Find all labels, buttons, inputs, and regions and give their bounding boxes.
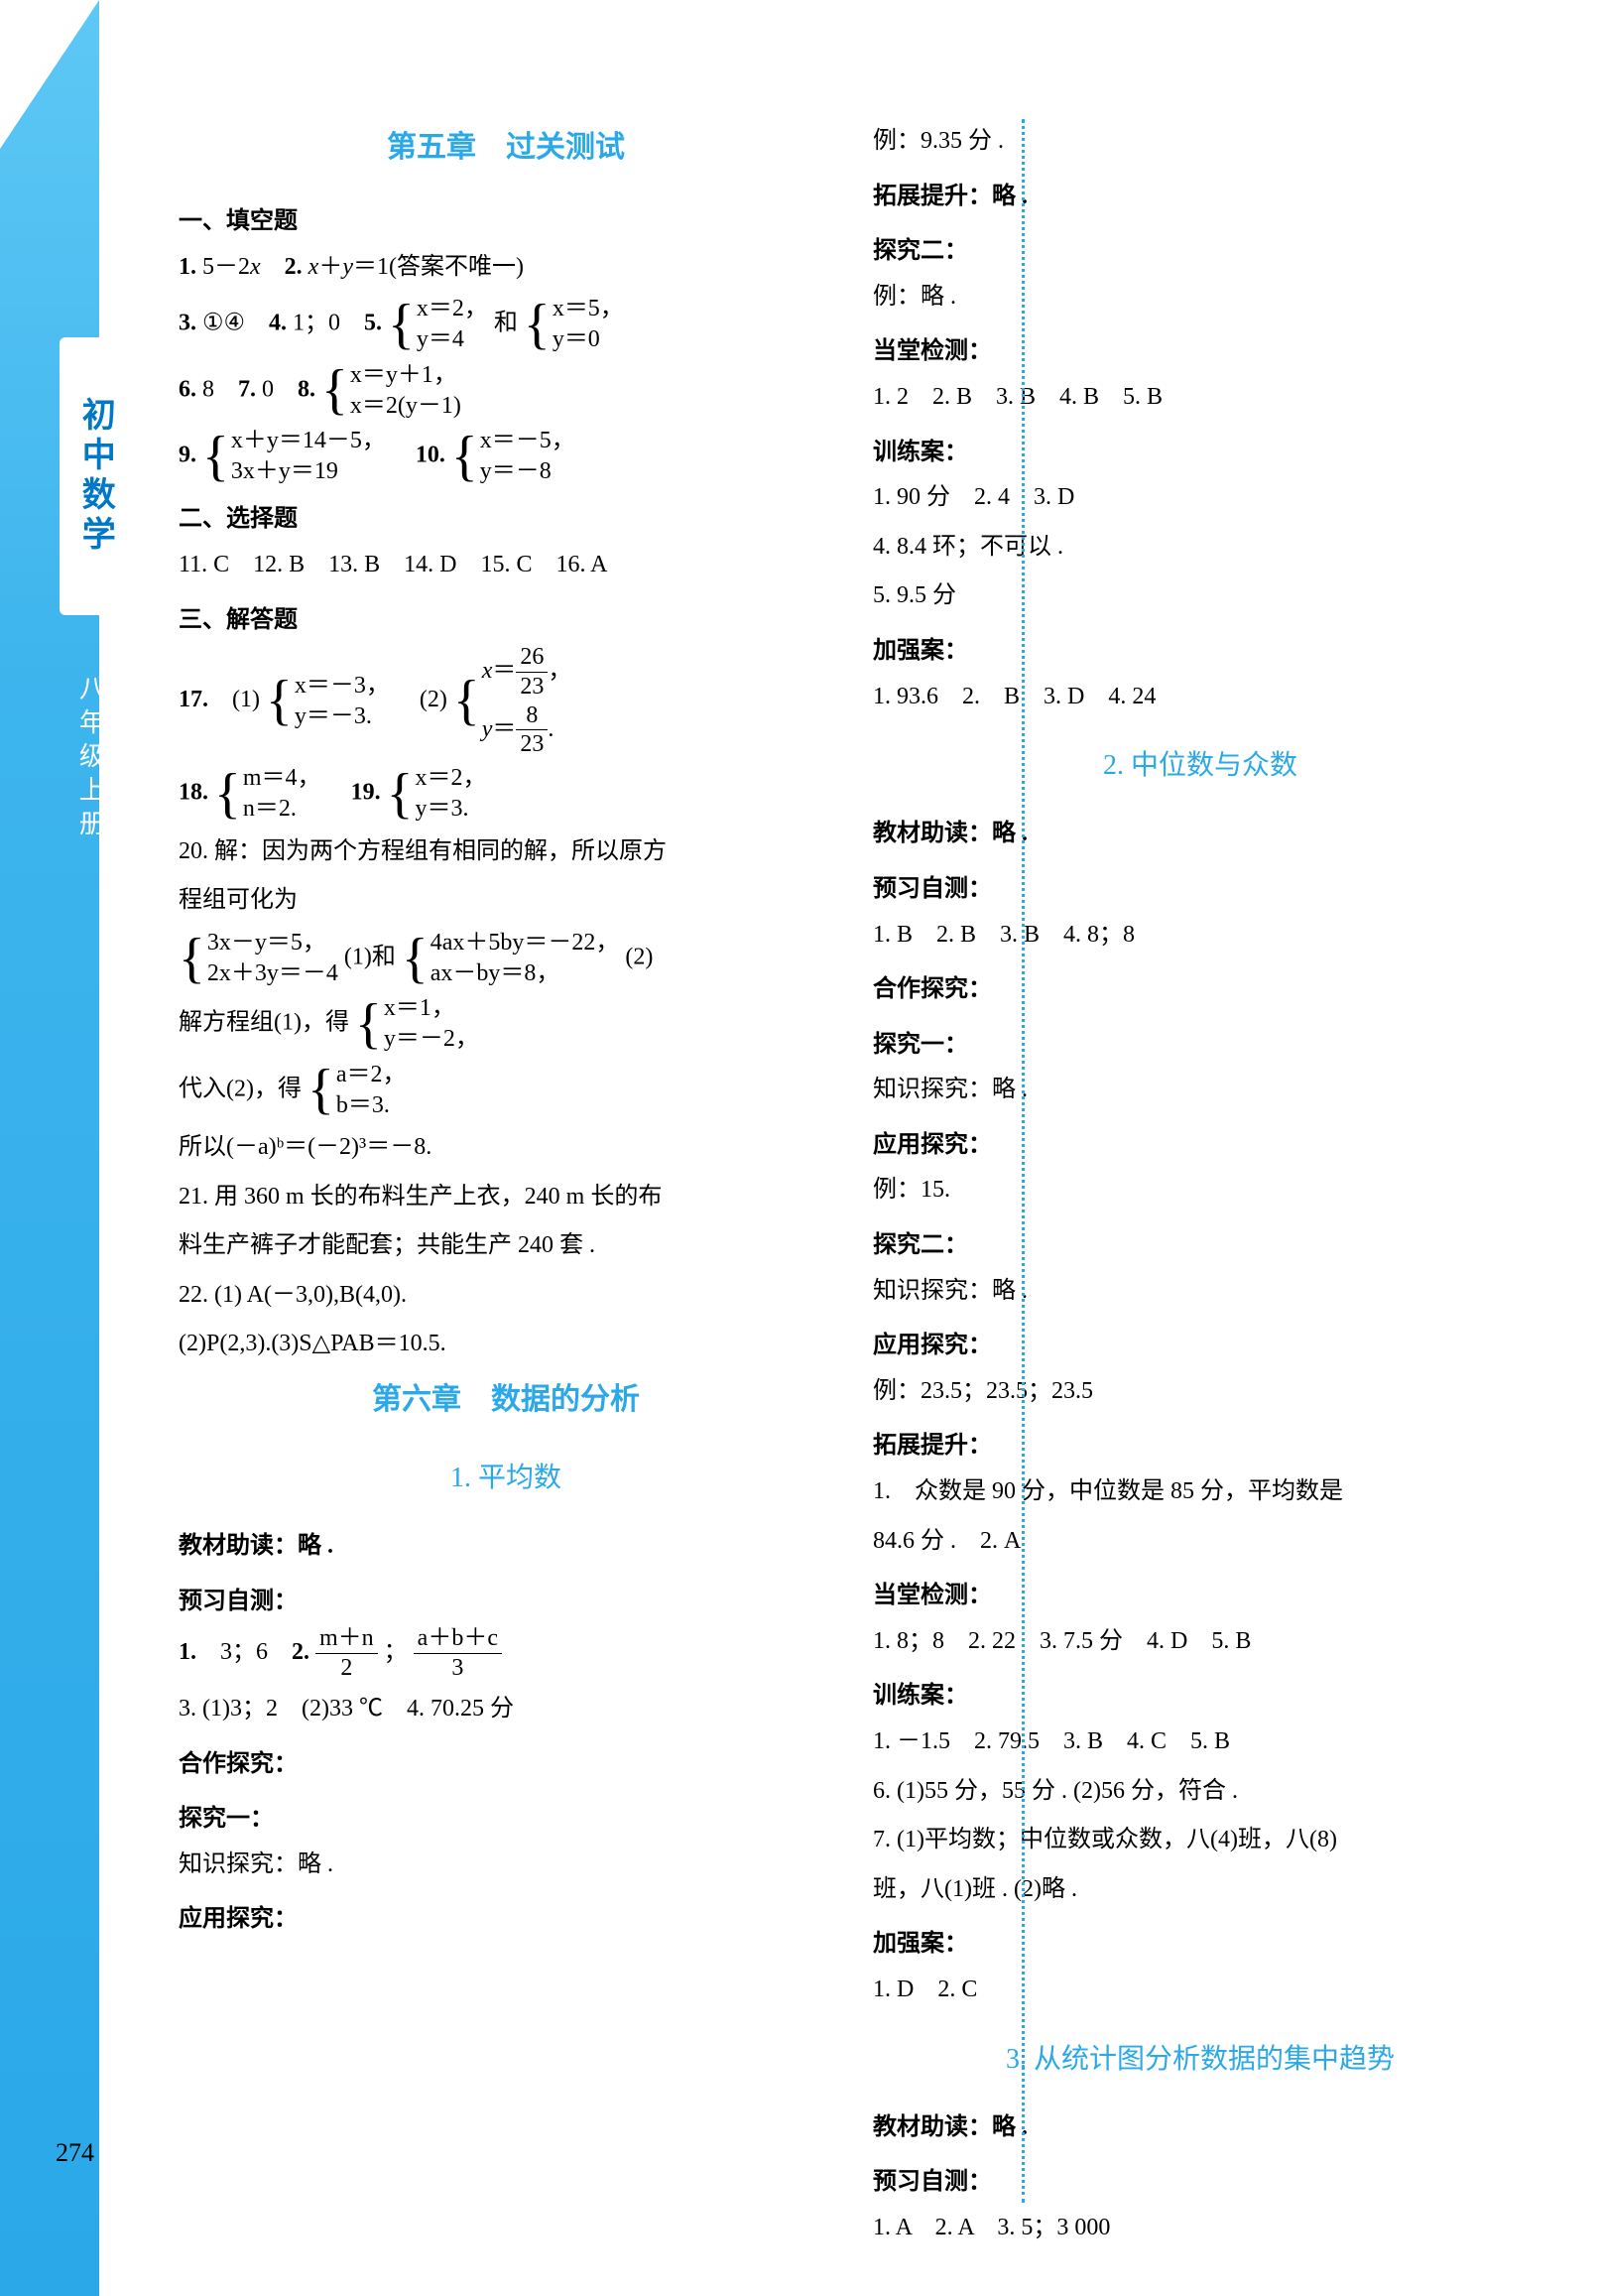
r38: 预习自测： <box>873 2160 1528 2206</box>
r4: 例：略 . <box>873 275 1528 320</box>
r24: 例：23.5；23.5；23.5 <box>873 1369 1528 1415</box>
r26: 1. 众数是 90 分，中位数是 85 分，平均数是 <box>873 1469 1528 1515</box>
r16: 合作探究： <box>873 967 1528 1013</box>
section-fill: 一、填空题 <box>179 199 833 245</box>
section-6-3: 3. 从统计图分析数据的集中趋势 <box>873 2033 1528 2086</box>
q20-a: 20. 解：因为两个方程组有相同的解，所以原方 <box>179 829 833 875</box>
r27: 84.6 分 . 2. A <box>873 1519 1528 1565</box>
h-zstj: 知识探究：略 . <box>179 1843 833 1888</box>
left-column: 第五章 过关测试 一、填空题 1. 5－2x 2. x＋y＝1(答案不唯一) 3… <box>179 119 833 2255</box>
subject-label: 初中数学 <box>60 337 129 615</box>
q20-b: 程组可化为 <box>179 878 833 924</box>
q6-8: 6. 8 7. 0 8. {x＝y＋1，x＝2(y－1) <box>179 360 833 422</box>
r15: 1. B 2. B 3. B 4. 8；8 <box>873 913 1528 958</box>
q20-c: 解方程组(1)，得 {x＝1，y＝－2， <box>179 993 833 1055</box>
section-solve: 三、解答题 <box>179 598 833 644</box>
r31: 1. －1.5 2. 79.5 3. B 4. C 5. B <box>873 1720 1528 1765</box>
r6: 1. 2 2. B 3. B 4. B 5. B <box>873 375 1528 421</box>
chapter-6-title: 第六章 数据的分析 <box>179 1371 833 1428</box>
r11: 加强案： <box>873 629 1528 675</box>
r10: 5. 9.5 分 <box>873 574 1528 619</box>
r29: 1. 8；8 2. 22 3. 7.5 分 4. D 5. B <box>873 1619 1528 1665</box>
r22: 知识探究：略 . <box>873 1269 1528 1315</box>
r39: 1. A 2. A 3. 5；3 000 <box>873 2206 1528 2251</box>
q20-sys: {3x－y＝5，2x＋3y＝－4 (1)和 {4ax＋5by＝－22，ax－by… <box>179 928 833 989</box>
r17: 探究一： <box>873 1023 1528 1069</box>
q3-5: 3. ①④ 4. 1；0 5. {x＝2，y＝4 和 {x＝5，y＝0 <box>179 294 833 355</box>
r14: 预习自测： <box>873 867 1528 913</box>
section-choice: 二、选择题 <box>179 497 833 543</box>
r25: 拓展提升： <box>873 1424 1528 1469</box>
q18-19: 18. {m＝4，n＝2. 19. {x＝2，y＝3. <box>179 763 833 825</box>
h-yxzc: 预习自测： <box>179 1580 833 1625</box>
r18: 知识探究：略 . <box>873 1068 1528 1113</box>
chapter-5-title: 第五章 过关测试 <box>179 119 833 176</box>
r7: 训练案： <box>873 431 1528 476</box>
r23: 应用探究： <box>873 1324 1528 1369</box>
content-area: 第五章 过关测试 一、填空题 1. 5－2x 2. x＋y＝1(答案不唯一) 3… <box>179 119 1547 2255</box>
q11-16: 11. C 12. B 13. B 14. D 15. C 16. A <box>179 543 833 588</box>
q20-d: 代入(2)，得 {a＝2，b＝3. <box>179 1060 833 1121</box>
grade-label: 八年级上册 <box>65 675 114 843</box>
right-column: 例：9.35 分 . 拓展提升：略 . 探究二： 例：略 . 当堂检测： 1. … <box>873 119 1528 2255</box>
h-yytj: 应用探究： <box>179 1897 833 1943</box>
corner-cut <box>0 0 99 149</box>
q17: 17. (1) {x＝－3，y＝－3. (2) { x＝2623， y＝823. <box>179 643 833 759</box>
r12: 1. 93.6 2. B 3. D 4. 24 <box>873 675 1528 720</box>
page-number: 274 <box>56 2128 94 2177</box>
r19: 应用探究： <box>873 1123 1528 1169</box>
r2: 拓展提升：略 . <box>873 175 1528 220</box>
r36: 1. D 2. C <box>873 1968 1528 2013</box>
section-6-2: 2. 中位数与众数 <box>873 739 1528 792</box>
r8: 1. 90 分 2. 4 3. D <box>873 475 1528 521</box>
r3: 探究二： <box>873 229 1528 275</box>
r5: 当堂检测： <box>873 329 1528 375</box>
h-tjy: 探究一： <box>179 1797 833 1843</box>
q21-b: 料生产裤子才能配套；共能生产 240 套 . <box>179 1223 833 1269</box>
q22-a: 22. (1) A(－3,0),B(4,0). <box>179 1273 833 1319</box>
r32: 6. (1)55 分，55 分 . (2)56 分，符合 . <box>873 1769 1528 1815</box>
q22-b: (2)P(2,3).(3)S△PAB＝10.5. <box>179 1322 833 1367</box>
r35: 加强案： <box>873 1922 1528 1968</box>
r13: 教材助读：略 . <box>873 812 1528 857</box>
section-6-1: 1. 平均数 <box>179 1452 833 1504</box>
l1: 1. 3；6 2. m＋n2 ； a＋b＋c3 <box>179 1624 833 1683</box>
r30: 训练案： <box>873 1674 1528 1720</box>
r33: 7. (1)平均数；中位数或众数，八(4)班，八(8) <box>873 1818 1528 1863</box>
r20: 例：15. <box>873 1168 1528 1213</box>
q21-a: 21. 用 360 m 长的布料生产上衣，240 m 长的布 <box>179 1175 833 1220</box>
r34: 班，八(1)班 . (2)略 . <box>873 1867 1528 1913</box>
q9-10: 9. {x＋y＝14－5，3x＋y＝19 10. {x＝－5，y＝－8 <box>179 426 833 487</box>
r21: 探究二： <box>873 1223 1528 1269</box>
r28: 当堂检测： <box>873 1574 1528 1619</box>
q20-e: 所以(－a)ᵇ＝(－2)³＝－8. <box>179 1125 833 1171</box>
h-hztj: 合作探究： <box>179 1742 833 1788</box>
r1: 例：9.35 分 . <box>873 119 1528 165</box>
q1-2: 1. 5－2x 2. x＋y＝1(答案不唯一) <box>179 245 833 291</box>
l3: 3. (1)3；2 (2)33 ℃ 4. 70.25 分 <box>179 1687 833 1732</box>
r9: 4. 8.4 环；不可以 . <box>873 525 1528 571</box>
h-jczd: 教材助读：略 . <box>179 1524 833 1570</box>
r37: 教材助读：略 . <box>873 2105 1528 2151</box>
column-divider <box>1022 119 1025 2203</box>
